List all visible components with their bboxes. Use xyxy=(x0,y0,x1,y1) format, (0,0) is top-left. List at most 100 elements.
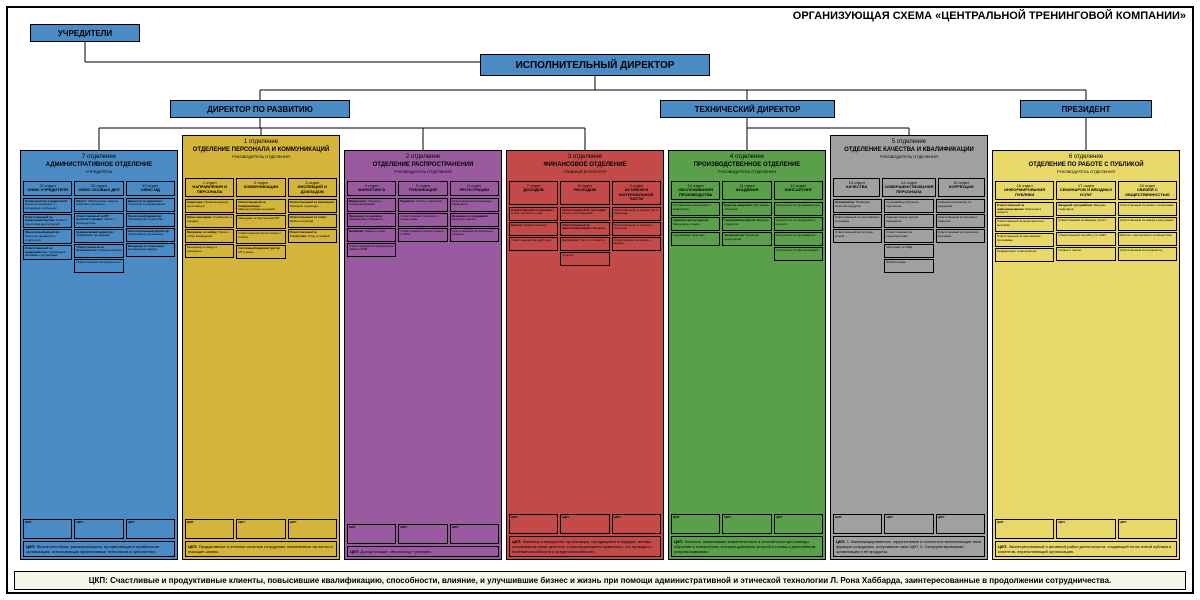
dept-d4: 4 отделениеПРОИЗВОДСТВЕННОЕ ОТДЕЛЕНИЕРУК… xyxy=(668,150,826,560)
post-cell: Аудитор xyxy=(560,252,609,266)
dept-d3: 3 отделениеФИНАНСОВОЕ ОТДЕЛЕНИЕГЛАВНЫЙ Б… xyxy=(506,150,664,560)
post-cell: Ответственный за дебиторку xyxy=(509,237,558,251)
post-cell: Ответственный по расходам: Оплаты постав… xyxy=(560,207,609,221)
section-header: 2 отделКОММУНИКАЦИИ xyxy=(236,178,285,197)
section-header: 12 отделКОНСАЛТИНГ xyxy=(774,181,823,200)
dept-d5: 5 отделениеОТДЕЛЕНИЕ КАЧЕСТВА И КВАЛИФИК… xyxy=(830,135,988,560)
post-cell: Ответственный за PR высокого уровня: Свя… xyxy=(74,213,123,228)
post-cell: Администратор курсов: Материалы и залы xyxy=(671,217,720,231)
section-header: 16 отделИНФОРМИРОВАНИЯ ПУБЛИКИ xyxy=(995,181,1054,200)
section-header: 21 отделОФИС УЧРЕДИТЕЛЯ xyxy=(23,181,72,196)
section-header: 15 отделКОРРЕКЦИИ xyxy=(938,178,985,197)
section-header: 11 отделАКАДЕМИЯ xyxy=(722,181,771,200)
post-cell: Менеджер по найму: Поиск и отбор кандида… xyxy=(185,229,234,243)
dept-vfp: ЦКП: Жизнеспособная, расширяющаяся, проц… xyxy=(23,541,175,557)
dept-vfp: ЦКП: Заинтересованный и активный район д… xyxy=(995,541,1177,557)
post-cell: Консультант по автоматизации xyxy=(774,247,823,261)
post-cell: Дизайнер: Макеты промо xyxy=(347,228,396,242)
post-cell: Супервайзер курсов: Ведение студентов xyxy=(722,217,771,231)
post-cell: Ответственный за инспекции: Проверки и д… xyxy=(288,199,337,213)
section-vfp: ЦКП: xyxy=(398,524,447,544)
post-cell: Бухгалтер: Учёт и отчётность xyxy=(560,237,609,251)
post-cell: Менеджер по вводу в должность xyxy=(185,244,234,258)
node-dev-director: ДИРЕКТОР ПО РАЗВИТИЮ xyxy=(170,100,350,118)
dept-d2: 2 отделениеОТДЕЛЕНИЕ РАСПРОСТРАНЕНИЯРУКО… xyxy=(344,150,502,560)
overall-vfp: ЦКП: Счастливые и продуктивные клиенты, … xyxy=(14,571,1186,590)
post-cell: Ответственный за базу данных и CRM xyxy=(398,228,447,242)
dept-header: 5 отделениеОТДЕЛЕНИЕ КАЧЕСТВА И КВАЛИФИК… xyxy=(831,136,987,178)
section-vfp: ЦКП: xyxy=(347,524,396,544)
node-president: ПРЕЗИДЕНТ xyxy=(1020,100,1152,118)
post-cell: Ответственный за интервью клиентов xyxy=(936,214,985,228)
dept-header: 1 отделениеОТДЕЛЕНИЕ ПЕРСОНАЛА И КОММУНИ… xyxy=(183,136,339,178)
section-vfp: ЦКП: xyxy=(995,519,1054,539)
post-cell: Менеджер по внутренним PR xyxy=(236,215,285,229)
post-cell: Ответственный за имущество и инвентарь xyxy=(612,207,661,221)
section-vfp: ЦКП: xyxy=(509,514,558,534)
section-header: 4 отделМАРКЕТИНГА xyxy=(347,181,396,196)
post-cell: Ответственный по доходам: Счета, контрол… xyxy=(509,207,558,221)
post-cell: Ответственный за повторные продажи xyxy=(450,228,499,242)
post-cell: Главный консультант по коррекции xyxy=(936,199,985,213)
section-header: 1 отделНАПРАВЛЕНИЯ И ПЕРСОНАЛА xyxy=(185,178,234,197)
dept-vfp: ЦКП: Продуктивные и этичные штатные сотр… xyxy=(185,541,337,557)
section-vfp: ЦКП: xyxy=(833,514,882,534)
section-vfp: ЦКП: xyxy=(450,524,499,544)
section-vfp: ЦКП: xyxy=(671,514,720,534)
post-cell: Менеджер по рекламе: Размещение и бюджет… xyxy=(347,213,396,227)
post-cell: Ответственный за мероприятия и выставки xyxy=(995,218,1054,232)
post-cell: Ответственный за входящие обращения xyxy=(450,198,499,212)
post-cell: Консультант по внедрению у клиента xyxy=(774,217,823,231)
chart-title: ОРГАНИЗУЮЩАЯ СХЕМА «ЦЕНТРАЛЬНОЙ ТРЕНИНГО… xyxy=(793,10,1186,22)
post-cell: Секретарь: Приём входящих, регистрация xyxy=(185,199,234,213)
dept-d1: 1 отделениеОТДЕЛЕНИЕ ПЕРСОНАЛА И КОММУНИ… xyxy=(182,135,340,560)
section-header: 19 отделОФИС ИД xyxy=(126,181,175,196)
dept-vfp: ЦКП: Финансы и имущество организации, на… xyxy=(509,536,661,557)
post-cell: Менеджер по продажам: Закрытие сделок xyxy=(450,213,499,227)
dept-d6: 6 отделениеОТДЕЛЕНИЕ ПО РАБОТЕ С ПУБЛИКО… xyxy=(992,150,1180,560)
section-header: 7 отделДОХОДОВ xyxy=(509,181,558,205)
node-founders: УЧРЕДИТЕЛИ xyxy=(30,24,140,42)
post-cell: Ответственный за соцпроекты xyxy=(1118,247,1177,261)
node-ceo: ИСПОЛНИТЕЛЬНЫЙ ДИРЕКТОР xyxy=(480,54,710,76)
section-vfp: ЦКП: xyxy=(774,514,823,534)
section-header: 3 отделИНСПЕКЦИЙ И ДОКЛАДОВ xyxy=(288,178,337,197)
post-cell: Кассир: Приём платежей xyxy=(509,222,558,236)
post-cell: Системный администратор: ИТ и связь xyxy=(236,245,285,259)
post-cell: Ответственный за орг-схему и шляпы xyxy=(236,230,285,244)
post-cell: Исполнительный директор: Оперативное упр… xyxy=(126,228,175,242)
dept-header: 4 отделениеПРОИЗВОДСТВЕННОЕ ОТДЕЛЕНИЕРУК… xyxy=(669,151,825,181)
section-vfp: ЦКП: xyxy=(23,519,72,539)
post-cell: Менеджер по ВЭД xyxy=(884,244,933,258)
post-cell: Ответственный за переподготовку xyxy=(884,229,933,243)
post-cell: Финансовый директор: Контроль финансов и… xyxy=(23,229,72,244)
post-cell: Ответственный за сертификаты и награды xyxy=(833,214,882,228)
section-header: 18 отделСВЯЗЕЙ С ОБЩЕСТВЕННОСТЬЮ xyxy=(1118,181,1177,200)
dept-d7: 7 отделениеАДМИНИСТРАТИВНОЕ ОТДЕЛЕНИЕУЧР… xyxy=(20,150,178,560)
post-cell: Ответственный за историю успеха xyxy=(833,229,882,243)
post-cell: Составитель расписания и маршрутов xyxy=(671,202,720,216)
section-header: 20 отделОФИС ОСОБЫХ ДЕЛ xyxy=(74,181,123,196)
section-vfp: ЦКП: xyxy=(722,514,771,534)
post-cell: Ответственный за связи с госорганами xyxy=(1118,202,1177,216)
post-cell: Экзаменатор: Проверка результатов xyxy=(722,232,771,246)
dept-header: 3 отделениеФИНАНСОВОЕ ОТДЕЛЕНИЕГЛАВНЫЙ Б… xyxy=(507,151,663,181)
post-cell: Технический директор: Производство и кач… xyxy=(126,213,175,227)
section-vfp: ЦКП: xyxy=(612,514,661,534)
section-header: 10 отделОБСЛУЖИВАНИЯ ПРОИЗВОДСТВА xyxy=(671,181,720,200)
post-cell: Консультант по продажам услуг xyxy=(774,202,823,216)
post-cell: Менеджер по персоналу: Координация кадро… xyxy=(126,243,175,257)
post-cell: Ответственный за информирование: Рассылк… xyxy=(995,202,1054,217)
post-cell: Консультант по оргразвитию xyxy=(774,232,823,246)
post-cell: Работа с партнёрами и сообществом xyxy=(1118,232,1177,246)
post-cell: Ответственный за вводные услуги xyxy=(1056,217,1115,231)
dept-vfp: ЦКП: Доход больше, чем расход + резервы. xyxy=(347,546,499,557)
post-cell: Коммерческий директор: Управление продаж… xyxy=(74,229,123,243)
post-cell: Спикер и лектор xyxy=(1056,247,1115,261)
post-cell: Маркетолог: Опросы и позиционирование xyxy=(347,198,396,212)
section-vfp: ЦКП: xyxy=(288,519,337,539)
post-cell: Ответственный за пересмотр программ xyxy=(936,229,985,243)
section-header: 14 отделСОВЕРШЕНСТВОВАНИЯ ПЕРСОНАЛА xyxy=(882,178,935,197)
section-vfp: ЦКП: xyxy=(126,519,175,539)
post-cell: Библиотекарь xyxy=(884,259,933,273)
